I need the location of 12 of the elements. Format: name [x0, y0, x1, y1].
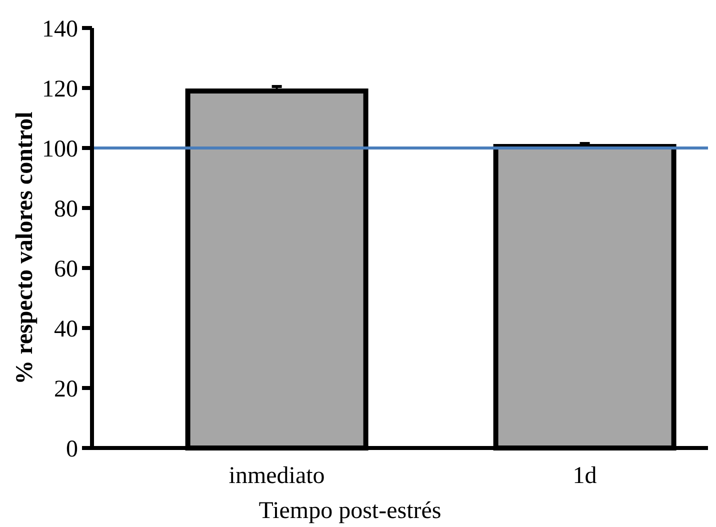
y-tick-label: 80 [54, 196, 78, 222]
y-tick-label: 140 [42, 16, 78, 42]
y-tick-label: 40 [54, 316, 78, 342]
x-tick-label: 1d [572, 463, 597, 489]
x-tick-label: inmediato [228, 463, 325, 489]
y-tick-label: 20 [54, 376, 78, 402]
y-axis-title: % respecto valores control [12, 111, 38, 384]
x-axis-title: Tiempo post-estrés [258, 498, 442, 524]
y-tick-label: 60 [54, 256, 78, 282]
y-tick-label: 120 [42, 76, 78, 102]
y-tick-label: 0 [66, 436, 78, 462]
y-tick-label: 100 [42, 136, 78, 162]
